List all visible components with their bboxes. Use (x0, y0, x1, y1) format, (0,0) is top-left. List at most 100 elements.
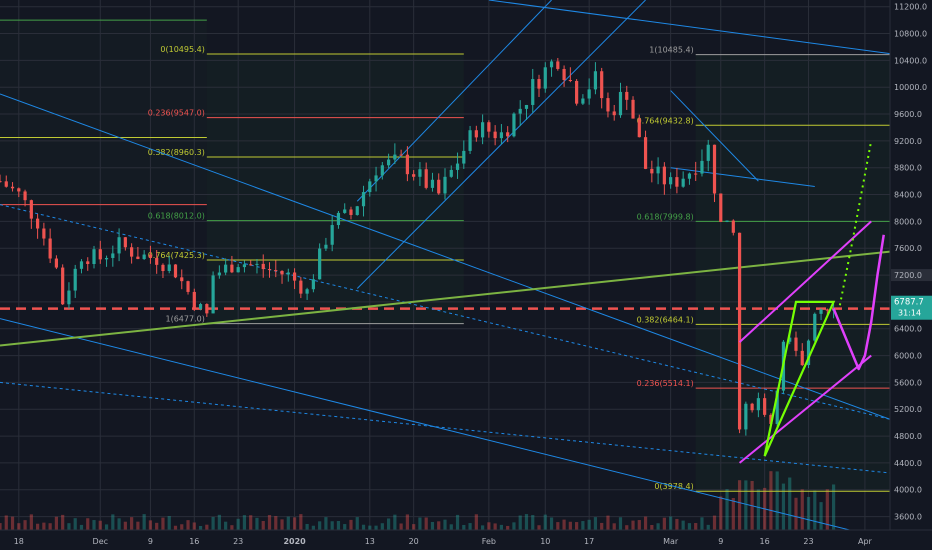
volume-bar (831, 484, 836, 530)
candle (587, 89, 591, 99)
volume-bar (813, 490, 817, 530)
trendline[interactable] (0, 381, 891, 474)
candle (280, 270, 284, 275)
volume-bar (355, 517, 359, 530)
candle (687, 173, 692, 179)
volume-bar (155, 522, 159, 530)
volume-bar (61, 514, 65, 530)
volume-bar (694, 523, 698, 530)
candle (487, 122, 491, 132)
volume-bar (161, 517, 165, 530)
green-triangle[interactable] (763, 300, 836, 457)
volume-bar (643, 516, 648, 530)
candle (737, 232, 742, 430)
price-tick-label: 8400.0 (894, 191, 922, 200)
volume-bar (36, 523, 40, 530)
candle (694, 173, 698, 175)
volume-bar (67, 523, 71, 530)
candle (524, 104, 529, 109)
candle (794, 337, 798, 351)
candle (725, 220, 729, 222)
price-tick-label: 10800.0 (894, 30, 927, 39)
candle (756, 398, 760, 411)
trendline[interactable] (0, 93, 891, 420)
candle (142, 254, 146, 260)
volume-bar (800, 489, 804, 530)
pattern-annotations[interactable] (738, 140, 885, 464)
candle (23, 191, 27, 201)
candle (29, 200, 33, 219)
volume-bar (305, 523, 309, 530)
volume-bar (23, 520, 27, 530)
price-tick-label: 4400.0 (894, 459, 922, 468)
fib-level-label: 0.236(5514.1) (637, 379, 694, 388)
candle (700, 160, 704, 174)
volume-bar (775, 471, 779, 530)
candle (549, 61, 554, 68)
volume-bar (568, 521, 572, 530)
volume-bar (79, 524, 84, 530)
rising-wedge-line[interactable] (738, 354, 872, 464)
candle (286, 272, 290, 275)
trendlines[interactable] (0, 0, 891, 541)
candle (643, 137, 648, 169)
trendline[interactable] (670, 167, 815, 188)
time-axis[interactable]: 18 Dec 9 16 23 2020 13 20 Feb 10 17 Mar 9 16 23 Apr (0, 529, 932, 550)
trendline[interactable] (0, 204, 891, 420)
time-tick-label: 23 (233, 537, 243, 546)
candle (236, 267, 240, 273)
volume-bar (706, 524, 710, 530)
volume-bar (606, 515, 610, 530)
volume-bar (662, 517, 666, 530)
volume-bar (443, 519, 447, 530)
time-tick-label: Mar (663, 537, 679, 546)
candle (612, 111, 616, 116)
volume-bar (737, 480, 742, 530)
candle (731, 220, 735, 233)
candle (455, 163, 460, 170)
trendline[interactable] (670, 90, 759, 182)
trendline[interactable] (0, 250, 891, 347)
volume-bar (98, 520, 102, 530)
projection-curve[interactable] (832, 234, 885, 371)
candle (123, 237, 127, 248)
candle (198, 304, 203, 309)
candle (556, 61, 560, 69)
time-tick-label: Apr (858, 537, 873, 546)
fib-level-label: 0.618(7999.8) (637, 212, 694, 221)
trendline[interactable] (0, 318, 891, 541)
trendline[interactable] (356, 0, 552, 202)
volume-bar (518, 515, 522, 530)
candle (48, 238, 52, 259)
rising-wedge-line[interactable] (738, 220, 872, 343)
candle (267, 269, 272, 271)
price-tick-label: 5600.0 (894, 378, 922, 387)
candle (518, 108, 522, 114)
candle (355, 206, 359, 215)
time-tick-label: 18 (14, 537, 24, 546)
price-tick-label: 11200.0 (894, 3, 927, 12)
price-tick-label: 4000.0 (894, 486, 922, 495)
volume-bar (48, 523, 52, 530)
candle (800, 350, 804, 366)
candle (336, 212, 341, 226)
candle (42, 228, 46, 239)
time-tick-label: 9 (718, 537, 723, 546)
volume-bar (330, 521, 334, 530)
volume-bar (756, 489, 760, 530)
volume-bar (449, 524, 453, 530)
volume-bar (468, 523, 472, 530)
current-price-text: 6787.7 (894, 298, 924, 308)
projection-dotted[interactable] (838, 140, 873, 306)
trendline[interactable] (488, 0, 891, 55)
volume-bar (650, 524, 654, 530)
candle (813, 313, 817, 341)
candle (631, 99, 635, 119)
volume-bar (731, 497, 735, 530)
volume-bar (292, 517, 297, 530)
candle (0, 181, 2, 183)
volume-bar (261, 521, 265, 530)
candle (242, 264, 247, 268)
volume-bar (167, 516, 171, 530)
